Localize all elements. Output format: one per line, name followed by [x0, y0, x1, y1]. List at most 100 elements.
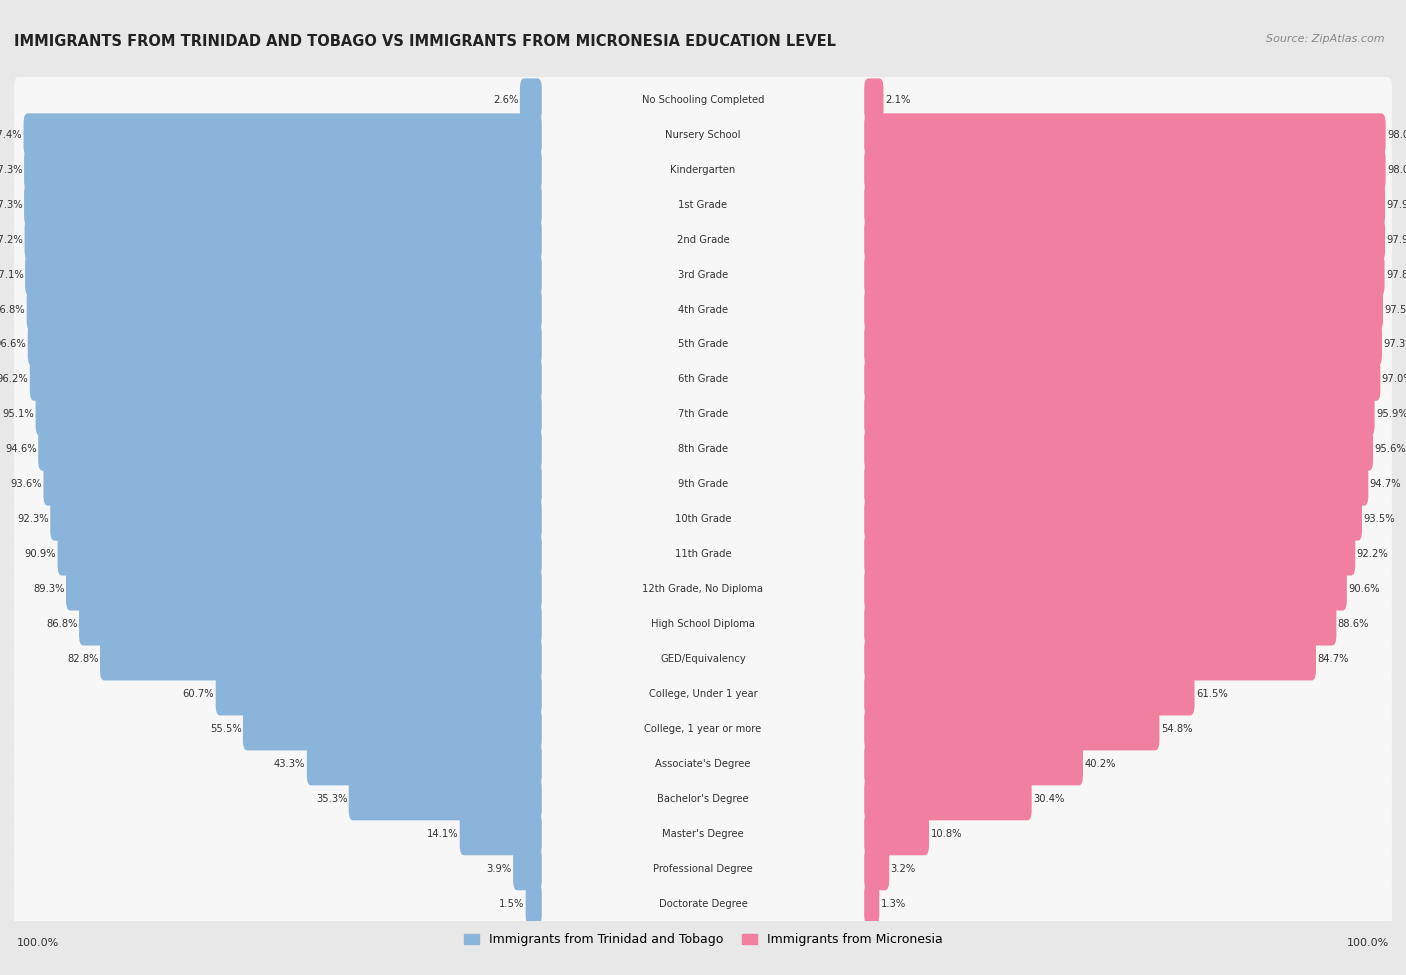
Text: 97.0%: 97.0% — [1382, 374, 1406, 384]
Text: 97.3%: 97.3% — [0, 200, 22, 210]
FancyBboxPatch shape — [513, 847, 541, 890]
Text: 92.2%: 92.2% — [1357, 549, 1388, 560]
Text: IMMIGRANTS FROM TRINIDAD AND TOBAGO VS IMMIGRANTS FROM MICRONESIA EDUCATION LEVE: IMMIGRANTS FROM TRINIDAD AND TOBAGO VS I… — [14, 34, 837, 49]
FancyBboxPatch shape — [14, 881, 1392, 926]
FancyBboxPatch shape — [865, 148, 1385, 191]
Text: 97.2%: 97.2% — [0, 235, 24, 245]
FancyBboxPatch shape — [14, 706, 1392, 752]
Text: 95.1%: 95.1% — [3, 410, 34, 419]
Text: 2.6%: 2.6% — [494, 95, 519, 104]
Text: 95.6%: 95.6% — [1375, 445, 1406, 454]
FancyBboxPatch shape — [30, 358, 541, 401]
FancyBboxPatch shape — [865, 183, 1385, 226]
FancyBboxPatch shape — [865, 393, 1375, 436]
FancyBboxPatch shape — [865, 498, 1362, 540]
Text: 30.4%: 30.4% — [1033, 794, 1064, 804]
FancyBboxPatch shape — [27, 289, 541, 331]
FancyBboxPatch shape — [25, 254, 541, 295]
FancyBboxPatch shape — [14, 357, 1392, 402]
FancyBboxPatch shape — [14, 112, 1392, 157]
Text: 93.5%: 93.5% — [1364, 514, 1395, 525]
FancyBboxPatch shape — [14, 427, 1392, 472]
Text: 92.3%: 92.3% — [17, 514, 49, 525]
FancyBboxPatch shape — [14, 672, 1392, 717]
FancyBboxPatch shape — [44, 463, 541, 506]
Text: 8th Grade: 8th Grade — [678, 445, 728, 454]
Text: 3.2%: 3.2% — [890, 864, 915, 874]
FancyBboxPatch shape — [66, 567, 541, 610]
Text: 54.8%: 54.8% — [1161, 724, 1192, 734]
Text: 60.7%: 60.7% — [183, 689, 214, 699]
Text: 6th Grade: 6th Grade — [678, 374, 728, 384]
FancyBboxPatch shape — [58, 533, 541, 575]
FancyBboxPatch shape — [307, 743, 541, 786]
FancyBboxPatch shape — [865, 847, 889, 890]
FancyBboxPatch shape — [24, 148, 541, 191]
Text: 2nd Grade: 2nd Grade — [676, 235, 730, 245]
Text: 90.9%: 90.9% — [24, 549, 56, 560]
FancyBboxPatch shape — [51, 498, 541, 540]
FancyBboxPatch shape — [14, 811, 1392, 857]
Text: 97.8%: 97.8% — [1386, 269, 1406, 280]
FancyBboxPatch shape — [14, 77, 1392, 123]
Text: 1.3%: 1.3% — [880, 899, 905, 909]
Text: 97.4%: 97.4% — [0, 130, 22, 139]
Text: 97.9%: 97.9% — [1386, 235, 1406, 245]
FancyBboxPatch shape — [14, 776, 1392, 822]
FancyBboxPatch shape — [865, 463, 1368, 506]
Text: 3.9%: 3.9% — [486, 864, 512, 874]
FancyBboxPatch shape — [865, 603, 1336, 645]
Text: Professional Degree: Professional Degree — [654, 864, 752, 874]
Text: College, Under 1 year: College, Under 1 year — [648, 689, 758, 699]
Text: Master's Degree: Master's Degree — [662, 829, 744, 838]
Text: 97.5%: 97.5% — [1385, 304, 1406, 315]
FancyBboxPatch shape — [14, 602, 1392, 646]
FancyBboxPatch shape — [865, 567, 1347, 610]
FancyBboxPatch shape — [14, 392, 1392, 437]
FancyBboxPatch shape — [865, 254, 1385, 295]
FancyBboxPatch shape — [865, 812, 929, 855]
FancyBboxPatch shape — [865, 323, 1382, 366]
FancyBboxPatch shape — [865, 533, 1355, 575]
Text: Nursery School: Nursery School — [665, 130, 741, 139]
Text: 10.8%: 10.8% — [931, 829, 962, 838]
Text: 43.3%: 43.3% — [274, 759, 305, 769]
Text: 1.5%: 1.5% — [499, 899, 524, 909]
FancyBboxPatch shape — [526, 882, 541, 925]
FancyBboxPatch shape — [14, 252, 1392, 297]
FancyBboxPatch shape — [865, 778, 1032, 820]
Text: 2.1%: 2.1% — [884, 95, 910, 104]
FancyBboxPatch shape — [14, 322, 1392, 368]
Text: GED/Equivalency: GED/Equivalency — [661, 654, 745, 664]
Text: 96.2%: 96.2% — [0, 374, 28, 384]
Text: 5th Grade: 5th Grade — [678, 339, 728, 349]
Text: 96.6%: 96.6% — [0, 339, 27, 349]
FancyBboxPatch shape — [14, 182, 1392, 227]
FancyBboxPatch shape — [38, 428, 541, 471]
Text: Doctorate Degree: Doctorate Degree — [658, 899, 748, 909]
FancyBboxPatch shape — [14, 637, 1392, 682]
FancyBboxPatch shape — [24, 218, 541, 261]
FancyBboxPatch shape — [14, 531, 1392, 577]
Text: Associate's Degree: Associate's Degree — [655, 759, 751, 769]
Text: Kindergarten: Kindergarten — [671, 165, 735, 175]
FancyBboxPatch shape — [14, 846, 1392, 892]
Text: 97.9%: 97.9% — [1386, 200, 1406, 210]
Text: 55.5%: 55.5% — [209, 724, 242, 734]
FancyBboxPatch shape — [460, 812, 541, 855]
Text: 35.3%: 35.3% — [316, 794, 347, 804]
FancyBboxPatch shape — [24, 113, 541, 156]
FancyBboxPatch shape — [14, 496, 1392, 542]
Text: No Schooling Completed: No Schooling Completed — [641, 95, 765, 104]
Text: 4th Grade: 4th Grade — [678, 304, 728, 315]
Text: 98.0%: 98.0% — [1386, 165, 1406, 175]
Text: 12th Grade, No Diploma: 12th Grade, No Diploma — [643, 584, 763, 594]
Text: 100.0%: 100.0% — [17, 938, 59, 948]
Text: 96.8%: 96.8% — [0, 304, 25, 315]
FancyBboxPatch shape — [215, 673, 541, 716]
Text: 94.7%: 94.7% — [1369, 480, 1402, 489]
Text: 97.3%: 97.3% — [1384, 339, 1406, 349]
Text: 89.3%: 89.3% — [34, 584, 65, 594]
Text: 98.0%: 98.0% — [1386, 130, 1406, 139]
Text: 97.1%: 97.1% — [0, 269, 24, 280]
